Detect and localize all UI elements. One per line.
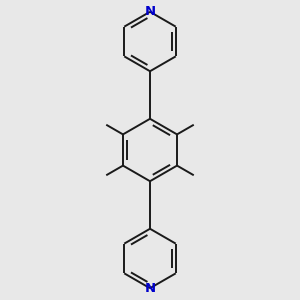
Text: N: N xyxy=(144,282,156,295)
Text: N: N xyxy=(144,5,156,18)
